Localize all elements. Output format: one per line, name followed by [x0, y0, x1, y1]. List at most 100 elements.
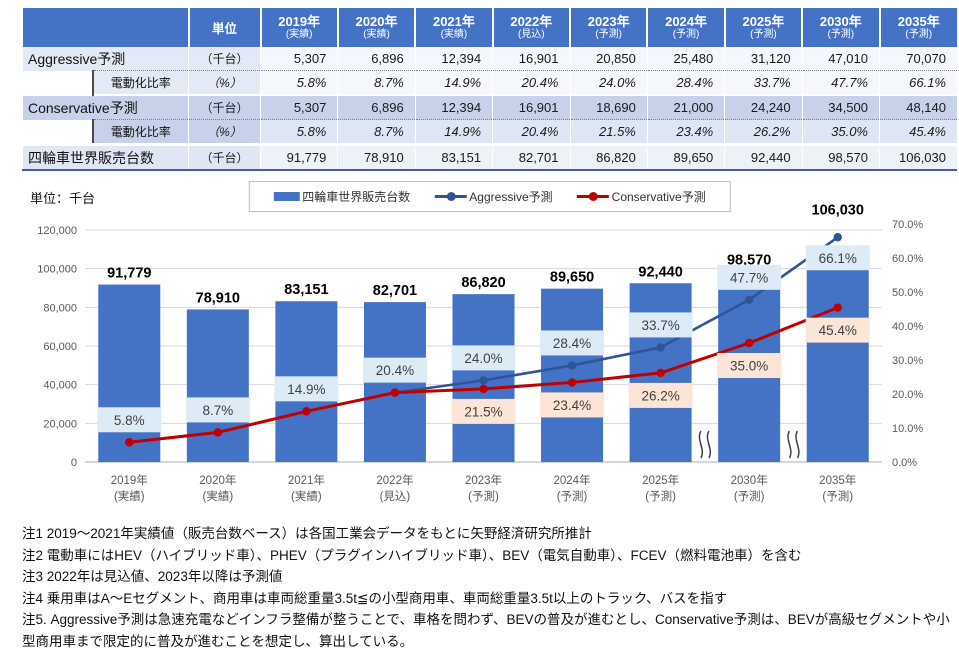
legend-label: Conservative予測 — [611, 190, 706, 204]
axis-break-icon — [787, 430, 792, 459]
row-unit: （千台） — [188, 47, 261, 71]
bar-value-label: 89,650 — [550, 270, 594, 286]
x-axis-status-label: (予測) — [822, 489, 853, 503]
conservative-percent-label-box — [805, 317, 870, 343]
row-indent-cell — [22, 70, 93, 95]
table-cell: 70,070 — [879, 47, 957, 71]
legend-item-conservative: Conservative予測 — [576, 188, 706, 205]
left-axis-tick: 60,000 — [43, 341, 77, 353]
right-axis-tick: 30.0% — [892, 355, 923, 367]
conservative-percent-label-box — [717, 353, 782, 378]
table-header-year: 2020年 (実績) — [336, 8, 416, 47]
legend-item-bar: 四輪車世界販売台数 — [273, 188, 410, 205]
table-header-year: 2024年 (予測) — [646, 8, 725, 47]
table-cell: 6,896 — [337, 94, 416, 120]
combo-chart: 0 20,000 40,000 60,000 80,000 100,000 120,000 0… — [37, 202, 923, 503]
table-cell: 24,240 — [724, 94, 803, 120]
note-line: 注1 2019～2021年実績値（販売台数ベース）は各国工業会データをもとに矢野… — [22, 526, 592, 541]
right-axis-tick: 50.0% — [892, 287, 923, 299]
table-cell: 21.5% — [569, 119, 648, 145]
right-axis-tick: 10.0% — [892, 423, 923, 435]
row-indent-cell — [22, 119, 93, 145]
bar-2019年 — [98, 284, 161, 462]
forecast-table: 単位 2019年 (実績) 2020年 (実績) 2021年 (実績) 2022年 (見込) 20… — [22, 8, 957, 171]
legend-label: 四輪車世界販売台数 — [302, 190, 411, 204]
table-cell: 5.8% — [259, 70, 338, 95]
aggressive-percent-label: 47.7% — [730, 270, 768, 285]
aggressive-percent-label-box — [451, 345, 516, 371]
table-cell: 20.4% — [492, 119, 570, 145]
table-header-year: 2022年 (見込) — [491, 8, 570, 47]
bar-value-label: 91,779 — [107, 266, 151, 282]
chart-header-band: 単位：千台 四輪車世界販売台数 Aggressive予測 Conservative予… — [22, 181, 957, 213]
aggressive-percent-label-box — [805, 245, 870, 271]
table-cell: 78,910 — [337, 143, 416, 171]
table-cell: 35.0% — [801, 119, 880, 145]
table-cell: 33.7% — [724, 70, 803, 95]
conservative-marker — [390, 388, 400, 397]
table-cell: 12,394 — [414, 47, 493, 71]
bar-value-label: 86,820 — [461, 275, 505, 291]
note-line: 注4 乗用車はA～Eセグメント、商用車は車両総重量3.5t≦の小型商用車、車両総… — [22, 590, 728, 606]
table-cell: 47.7% — [801, 70, 880, 95]
x-axis-status-label: (見込) — [380, 490, 411, 503]
table-cell: 21,000 — [646, 94, 725, 120]
row-label: 電動化比率 — [91, 119, 189, 145]
row-unit: （%） — [188, 119, 261, 145]
aggressive-marker — [833, 233, 842, 242]
row-unit: （%） — [188, 70, 261, 95]
line-swatch-icon — [576, 192, 609, 201]
shared-percent-label: 5.8% — [114, 413, 145, 428]
note-line: 注3 2022年は見込値、2023年以降は予測値 — [22, 569, 283, 585]
row-unit: （千台） — [188, 94, 261, 120]
footnotes: 注1 2019～2021年実績値（販売台数ベース）は各国工業会データをもとに矢野… — [22, 523, 954, 653]
aggressive-percent-label-box — [628, 312, 693, 338]
table-cell: 23.4% — [646, 119, 725, 145]
table-header-year: 2030年 (予測) — [801, 8, 880, 47]
aggressive-percent-label: 66.1% — [819, 251, 857, 266]
table-header: 単位 2019年 (実績) 2020年 (実績) 2021年 (実績) 2022年 (見込) 20… — [22, 8, 957, 47]
table-cell: 47,010 — [801, 47, 880, 71]
x-axis-year-label: 2021年 — [288, 473, 325, 487]
table-cell: 5,307 — [259, 47, 338, 71]
conservative-marker — [833, 303, 842, 312]
bar-2024年 — [541, 288, 604, 462]
table-cell: 66.1% — [879, 70, 957, 95]
line-dot-icon — [588, 192, 598, 201]
chart-unit-label: 単位：千台 — [30, 191, 96, 206]
conservative-marker — [302, 407, 311, 416]
bar-value-label: 78,910 — [196, 290, 240, 306]
table-cell: 6,896 — [337, 47, 416, 71]
table-header-year: 2023年 (予測) — [568, 8, 648, 47]
table-header-year: 2025年 (予測) — [723, 8, 803, 47]
table-cell: 14.9% — [414, 119, 493, 145]
left-axis-tick: 40,000 — [43, 380, 77, 392]
conservative-marker — [567, 378, 577, 387]
bar-value-label: 83,151 — [284, 282, 328, 298]
table-cell: 20.4% — [492, 70, 570, 95]
table-header-unit: 単位 — [187, 8, 261, 47]
x-axis-status-label: (予測) — [645, 489, 676, 503]
shared-percent-label-box — [274, 376, 339, 402]
bar-2035年 — [806, 257, 869, 462]
table-cell: 8.7% — [337, 70, 416, 95]
table-cell: 92,440 — [724, 143, 803, 171]
conservative-percent-label-box — [451, 398, 516, 424]
chart-legend: 四輪車世界販売台数 Aggressive予測 Conservative予測 — [248, 181, 731, 212]
table-cell: 83,151 — [414, 143, 493, 171]
right-axis-tick: 60.0% — [892, 253, 923, 265]
x-axis-status-label: (予測) — [468, 489, 499, 503]
left-axis-tick: 20,000 — [43, 418, 77, 430]
right-axis-tick: 0.0% — [892, 457, 917, 469]
conservative-percent-label: 26.2% — [641, 388, 679, 403]
table-cell: 8.7% — [337, 119, 416, 145]
table-cell: 34,500 — [801, 94, 880, 120]
x-axis-status-label: (実績) — [291, 489, 322, 503]
shared-percent-label-box — [362, 357, 427, 383]
line-swatch-icon — [434, 192, 467, 201]
x-axis-status-label: (実績) — [114, 489, 145, 503]
table-cell: 5,307 — [259, 94, 338, 120]
table-row-total: 四輪車世界販売台数 （千台） 91,779 78,910 83,151 82,701 86,… — [22, 143, 957, 171]
right-axis-tick: 40.0% — [892, 321, 923, 333]
